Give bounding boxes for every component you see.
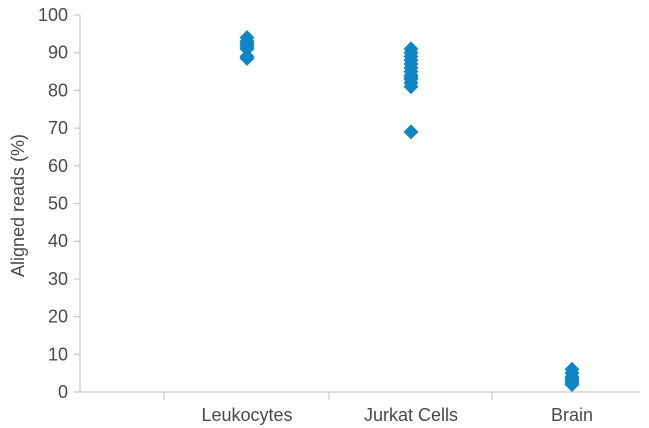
data-points	[239, 30, 580, 392]
y-axis: 0 10 20 30 40 50 60 70 80 90 100	[38, 5, 81, 402]
x-tick-label: Leukocytes	[201, 405, 292, 425]
data-point	[564, 376, 580, 392]
x-tick-label: Jurkat Cells	[364, 405, 458, 425]
x-axis: Leukocytes Jurkat Cells Brain	[80, 391, 640, 425]
y-tick-label: 100	[38, 5, 68, 25]
y-tick-label: 10	[48, 344, 68, 364]
y-tick-label: 90	[48, 43, 68, 63]
y-tick-label: 40	[48, 231, 68, 251]
data-point	[403, 124, 419, 140]
y-tick-label: 80	[48, 80, 68, 100]
y-tick-label: 0	[58, 382, 68, 402]
y-tick-label: 50	[48, 194, 68, 214]
y-tick-label: 20	[48, 307, 68, 327]
data-point	[239, 41, 255, 57]
y-axis-title: Aligned reads (%)	[8, 134, 28, 277]
y-tick-label: 60	[48, 156, 68, 176]
y-tick-label: 70	[48, 118, 68, 138]
x-tick-label: Brain	[551, 405, 593, 425]
y-tick-label: 30	[48, 269, 68, 289]
data-point	[403, 79, 419, 95]
data-point	[239, 50, 255, 66]
